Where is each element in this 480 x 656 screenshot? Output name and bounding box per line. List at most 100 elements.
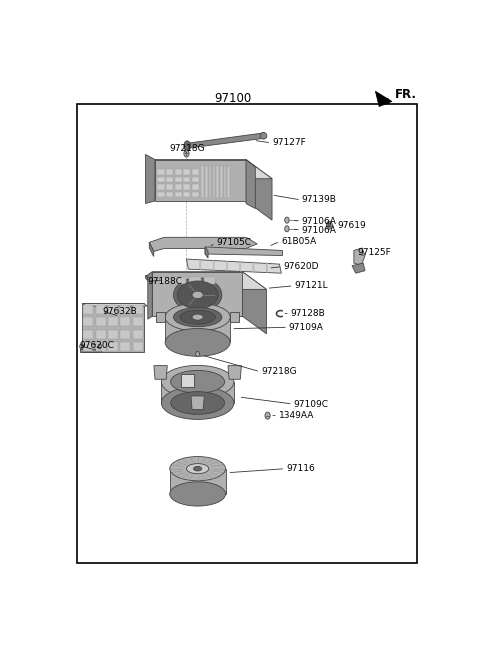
Polygon shape: [205, 247, 282, 255]
Ellipse shape: [170, 482, 226, 506]
Polygon shape: [108, 305, 118, 314]
Polygon shape: [84, 305, 94, 314]
Polygon shape: [266, 262, 267, 273]
Polygon shape: [149, 237, 257, 251]
Ellipse shape: [173, 277, 222, 312]
Text: 97128B: 97128B: [290, 309, 325, 318]
Polygon shape: [227, 260, 228, 271]
Polygon shape: [246, 159, 255, 209]
Polygon shape: [209, 165, 211, 198]
Polygon shape: [192, 176, 199, 182]
Text: 97116: 97116: [286, 464, 315, 473]
Ellipse shape: [171, 392, 225, 415]
Ellipse shape: [184, 141, 191, 151]
Text: 97105C: 97105C: [216, 238, 251, 247]
Polygon shape: [192, 192, 199, 197]
Polygon shape: [84, 342, 94, 351]
Polygon shape: [228, 165, 230, 198]
Ellipse shape: [192, 314, 203, 320]
Polygon shape: [120, 305, 130, 314]
Polygon shape: [202, 165, 204, 198]
Text: 97620D: 97620D: [283, 262, 319, 271]
Text: 61B05A: 61B05A: [281, 237, 317, 246]
Polygon shape: [216, 165, 219, 198]
Polygon shape: [145, 155, 155, 203]
Ellipse shape: [193, 466, 202, 471]
Ellipse shape: [180, 310, 216, 324]
Polygon shape: [170, 468, 226, 494]
Polygon shape: [161, 382, 234, 403]
Polygon shape: [154, 365, 168, 379]
Polygon shape: [166, 192, 173, 197]
Polygon shape: [224, 165, 226, 198]
Polygon shape: [253, 262, 254, 272]
Polygon shape: [220, 165, 223, 198]
Polygon shape: [230, 312, 240, 322]
Circle shape: [196, 352, 200, 357]
Polygon shape: [190, 277, 201, 284]
Polygon shape: [132, 305, 143, 314]
Polygon shape: [157, 192, 165, 197]
Circle shape: [326, 221, 332, 229]
Polygon shape: [81, 344, 101, 349]
Text: 97127F: 97127F: [272, 138, 306, 148]
Polygon shape: [96, 329, 106, 338]
Text: FR.: FR.: [395, 89, 417, 102]
Polygon shape: [375, 91, 392, 106]
Ellipse shape: [170, 457, 226, 481]
Polygon shape: [186, 133, 264, 148]
Text: 97106A: 97106A: [301, 216, 336, 226]
Polygon shape: [152, 272, 242, 316]
Polygon shape: [145, 276, 235, 278]
Polygon shape: [83, 304, 147, 306]
Text: 97106A: 97106A: [301, 226, 336, 235]
Circle shape: [328, 223, 331, 227]
Polygon shape: [108, 342, 118, 351]
Polygon shape: [183, 192, 190, 197]
Polygon shape: [155, 159, 272, 178]
Polygon shape: [132, 342, 143, 351]
Polygon shape: [175, 176, 181, 182]
Text: 97100: 97100: [215, 92, 252, 106]
Polygon shape: [81, 349, 101, 352]
Ellipse shape: [177, 281, 218, 309]
Polygon shape: [183, 184, 190, 190]
Polygon shape: [120, 329, 130, 338]
Polygon shape: [200, 260, 201, 270]
Text: 97139B: 97139B: [302, 195, 336, 205]
Ellipse shape: [192, 291, 203, 298]
Polygon shape: [191, 396, 204, 409]
Polygon shape: [108, 318, 118, 327]
Polygon shape: [175, 277, 186, 284]
Polygon shape: [186, 259, 281, 273]
Polygon shape: [84, 329, 94, 338]
Polygon shape: [108, 329, 118, 338]
Ellipse shape: [165, 303, 230, 331]
Polygon shape: [192, 169, 199, 174]
Polygon shape: [96, 342, 106, 351]
Polygon shape: [175, 192, 181, 197]
Ellipse shape: [165, 329, 230, 356]
Circle shape: [184, 150, 189, 157]
Polygon shape: [96, 318, 106, 327]
Polygon shape: [120, 342, 130, 351]
Polygon shape: [84, 318, 94, 327]
Polygon shape: [175, 184, 181, 190]
Polygon shape: [157, 176, 165, 182]
Polygon shape: [246, 159, 272, 220]
Polygon shape: [228, 365, 241, 379]
Polygon shape: [352, 263, 365, 273]
Polygon shape: [165, 317, 230, 342]
Ellipse shape: [186, 464, 209, 474]
Ellipse shape: [80, 344, 84, 349]
Text: 97218G: 97218G: [261, 367, 297, 376]
Polygon shape: [145, 276, 147, 280]
Ellipse shape: [98, 344, 102, 349]
Polygon shape: [354, 248, 365, 266]
Text: 97619: 97619: [337, 220, 366, 230]
Polygon shape: [175, 169, 181, 174]
Polygon shape: [96, 305, 106, 314]
Text: 97218G: 97218G: [170, 144, 205, 153]
Polygon shape: [204, 277, 216, 284]
Polygon shape: [83, 304, 144, 352]
